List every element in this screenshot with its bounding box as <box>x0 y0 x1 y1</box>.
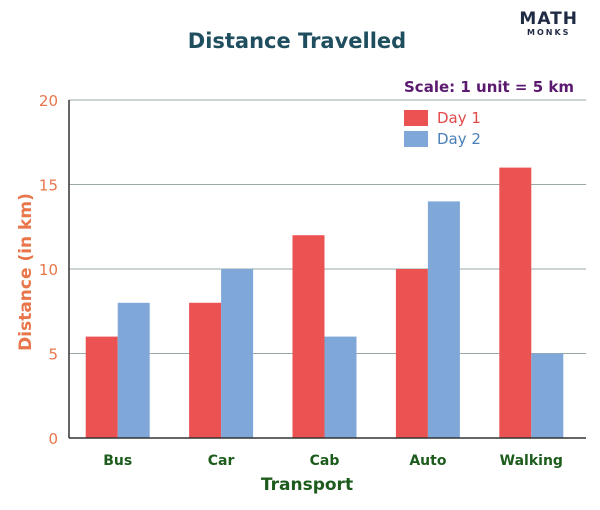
bar-auto-day-2 <box>427 201 460 438</box>
bar-car-day-1 <box>189 302 222 438</box>
bar-cab-day-2 <box>324 336 357 438</box>
bar-bus-day-2 <box>117 302 150 438</box>
x-tick-label: Walking <box>500 453 563 469</box>
scale-annotation: Scale: 1 unit = 5 km <box>404 78 574 96</box>
y-tick-label: 20 <box>39 92 58 110</box>
legend-swatch <box>404 131 428 147</box>
legend: Day 1 Day 2 <box>404 109 481 148</box>
bar-bus-day-1 <box>85 336 118 438</box>
bar-car-day-2 <box>221 269 254 438</box>
y-tick-labels: 0 5 10 15 20 <box>39 92 58 448</box>
x-tick-label: Bus <box>103 453 132 469</box>
y-tick-label: 0 <box>48 430 58 448</box>
y-tick-label: 5 <box>48 346 58 364</box>
bars-group <box>85 167 564 438</box>
bar-auto-day-1 <box>395 269 428 438</box>
brand-logo: MATH MONKS <box>519 10 578 38</box>
legend-label: Day 2 <box>437 130 481 148</box>
x-tick-label: Auto <box>409 453 446 469</box>
y-axis-label: Distance (in km) <box>16 193 36 351</box>
logo-main-text: MATH <box>519 9 578 29</box>
y-tick-label: 10 <box>39 261 58 279</box>
bar-walking-day-1 <box>499 167 532 438</box>
bar-cab-day-1 <box>292 235 325 438</box>
logo-sub-text: MONKS <box>527 28 571 37</box>
y-tick-label: 15 <box>39 177 58 195</box>
legend-swatch <box>404 110 428 126</box>
x-axis-label: Transport <box>261 475 353 495</box>
x-tick-label: Car <box>208 453 235 469</box>
x-tick-label: Cab <box>310 453 340 469</box>
chart-title: Distance Travelled <box>188 29 406 53</box>
x-tick-labels: Bus Car Cab Auto Walking <box>103 453 563 469</box>
legend-label: Day 1 <box>437 109 481 127</box>
bar-walking-day-2 <box>531 353 564 438</box>
